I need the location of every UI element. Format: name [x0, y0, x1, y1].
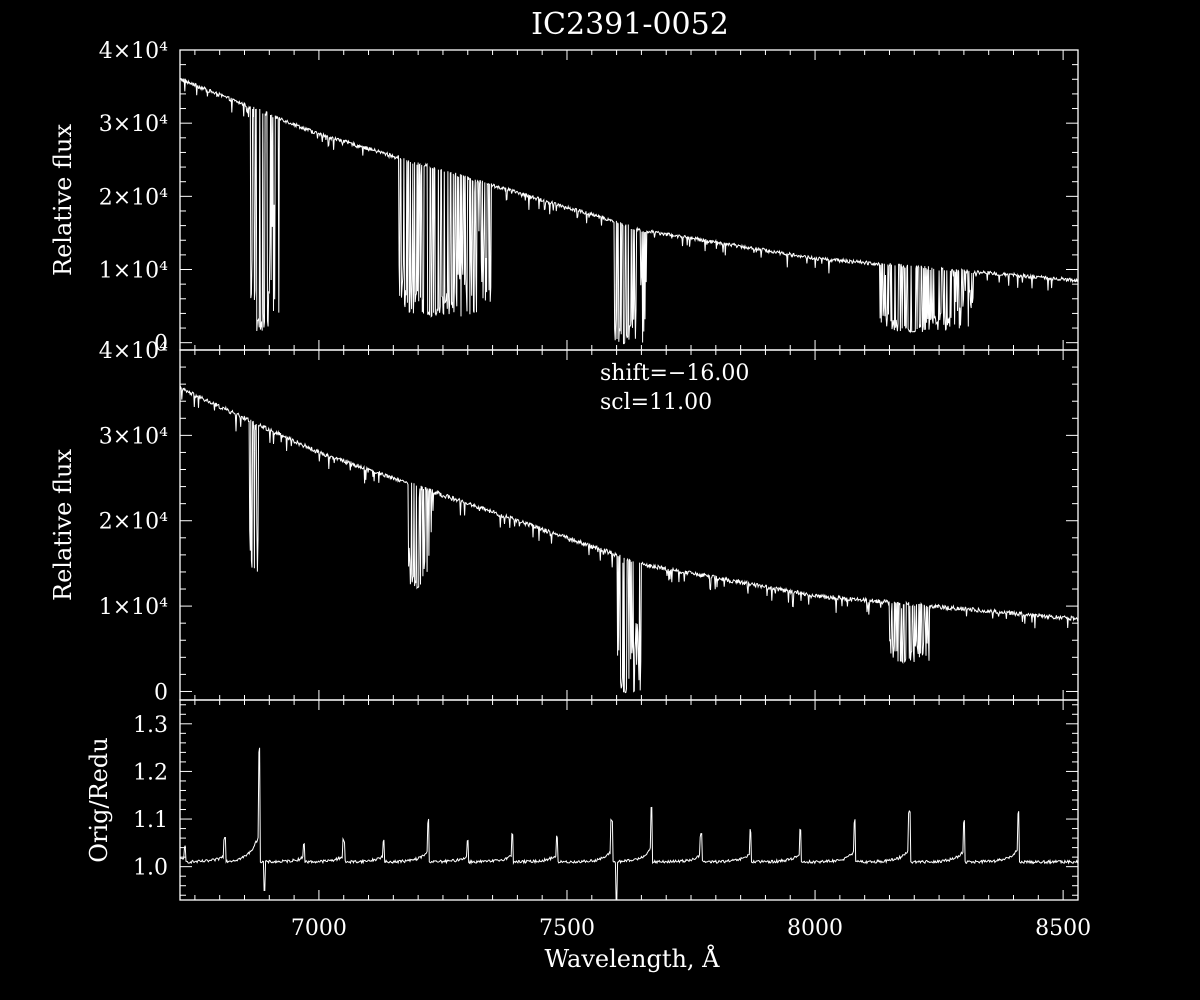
panel-middle-flux: Relative flux shift=−16.00 scl=11.00 0 1×…	[49, 339, 1079, 705]
y-tick-label: 1.0	[133, 856, 168, 881]
y-axis-label-middle: Relative flux	[49, 449, 77, 601]
y-tick-label: 3×10⁴	[99, 112, 168, 137]
y-tick-label: 1×10⁴	[99, 259, 168, 284]
panel-top-flux: Relative flux 0 1×10⁴ 2×10⁴ 3×10⁴ 4×10⁴	[49, 39, 1079, 357]
y-axis-label-top: Relative flux	[49, 124, 77, 276]
y-tick-label: 1×10⁴	[99, 595, 168, 620]
x-tick-label: 7000	[291, 916, 347, 941]
y-tick-label: 3×10⁴	[99, 424, 168, 449]
x-tick-label: 7500	[539, 916, 595, 941]
y-tick-label: 4×10⁴	[99, 339, 168, 364]
x-tick-label: 8000	[787, 916, 843, 941]
panel-frame	[179, 699, 1079, 901]
y-tick-label: 1.1	[133, 808, 168, 833]
scale-annotation: scl=11.00	[600, 390, 712, 415]
y-tick-label: 4×10⁴	[99, 39, 168, 64]
x-axis-label: Wavelength, Å	[544, 944, 720, 973]
shift-annotation: shift=−16.00	[600, 361, 749, 386]
spectrum-trace	[179, 747, 1078, 901]
y-tick-label: 2×10⁴	[99, 510, 168, 535]
y-tick-label: 2×10⁴	[99, 185, 168, 210]
spectrum-trace	[179, 78, 1079, 345]
y-tick-label: 1.3	[133, 713, 168, 738]
y-tick-label: 0	[154, 332, 168, 357]
panel-bottom-ratio: Orig/Redu 1.0 1.1 1.2 1.3 7000 7500 8000 8500	[85, 699, 1091, 941]
x-tick-label: 8500	[1035, 916, 1091, 941]
y-tick-label: 1.2	[133, 760, 168, 785]
chart-title: IC2391-0052	[531, 7, 729, 42]
y-tick-label: 0	[154, 680, 168, 705]
spectrum-trace	[179, 385, 1079, 694]
y-axis-label-bottom: Orig/Redu	[85, 737, 113, 862]
